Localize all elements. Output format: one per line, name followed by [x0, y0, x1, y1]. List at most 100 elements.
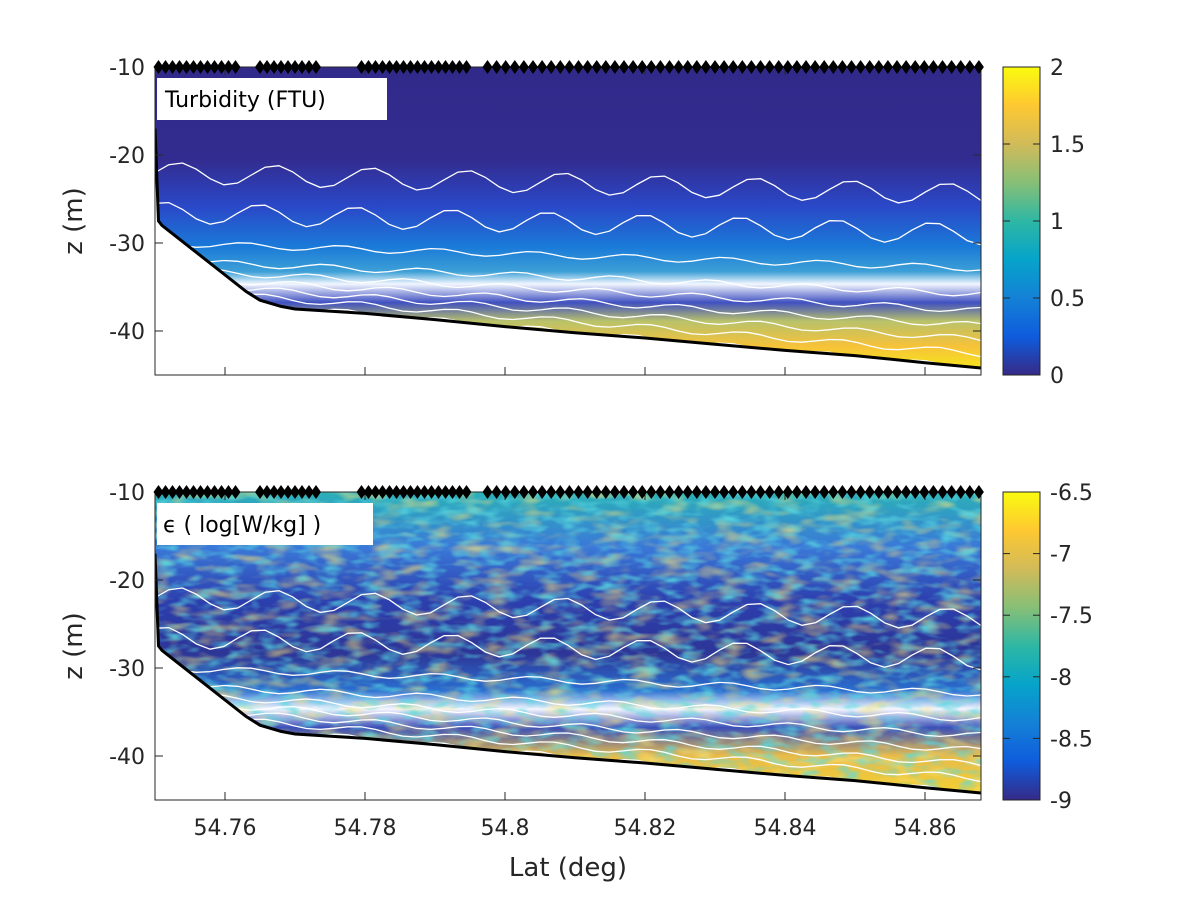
station-marker	[801, 60, 811, 74]
station-marker	[528, 60, 538, 74]
colorbar: 0 0.5 1 1.5 2	[1002, 56, 1085, 389]
station-marker	[719, 485, 730, 499]
station-marker	[873, 60, 884, 74]
colorbar-tick-label: 1.5	[1050, 133, 1085, 158]
contour-line	[155, 201, 981, 246]
station-marker	[491, 485, 502, 499]
station-marker	[573, 60, 584, 74]
station-marker	[167, 60, 178, 74]
station-marker	[691, 60, 702, 74]
station-marker	[700, 60, 711, 74]
contour-line	[155, 684, 981, 722]
station-marker	[188, 60, 199, 74]
station-marker	[755, 485, 766, 499]
station-marker	[609, 485, 620, 499]
station-marker	[377, 485, 388, 499]
contour-line	[155, 626, 981, 671]
station-marker	[864, 60, 875, 74]
station-marker	[600, 60, 611, 74]
contour-line	[155, 162, 981, 204]
station-marker	[304, 485, 314, 499]
station-marker	[791, 60, 802, 74]
station-marker	[737, 485, 748, 499]
station-marker	[810, 485, 821, 499]
station-marker	[363, 485, 374, 499]
contour-line	[155, 705, 981, 767]
profile-stations	[153, 60, 984, 74]
station-marker	[764, 485, 775, 499]
station-marker	[518, 485, 529, 499]
station-marker	[283, 485, 293, 499]
station-marker	[283, 60, 293, 74]
colorbar-tick-label: -7.5	[1050, 604, 1093, 629]
contour-line	[155, 239, 981, 272]
station-marker	[664, 60, 675, 74]
station-marker	[537, 485, 548, 499]
station-marker	[297, 60, 307, 74]
station-marker	[363, 60, 374, 74]
station-marker	[216, 60, 227, 74]
station-marker	[682, 485, 693, 499]
y-tick-label: -40	[109, 320, 145, 345]
station-marker	[304, 60, 314, 74]
station-marker	[919, 60, 930, 74]
x-axis-label: Lat (deg)	[509, 853, 627, 883]
station-marker	[673, 60, 684, 74]
station-marker	[262, 60, 272, 74]
contour-line	[155, 280, 981, 342]
station-marker	[269, 60, 279, 74]
station-marker	[181, 60, 192, 74]
station-marker	[864, 485, 875, 499]
y-tick-label: -30	[109, 657, 145, 682]
station-marker	[737, 60, 748, 74]
station-marker	[509, 60, 520, 74]
station-marker	[619, 60, 629, 74]
station-marker	[819, 485, 830, 499]
station-marker	[546, 485, 557, 499]
station-marker	[746, 485, 757, 499]
station-marker	[873, 485, 884, 499]
x-tick-label: 54.78	[334, 816, 397, 841]
y-tick-label: -10	[109, 481, 145, 506]
station-marker	[855, 485, 866, 499]
station-marker	[964, 60, 975, 74]
station-marker	[454, 485, 465, 499]
station-marker	[782, 485, 793, 499]
station-marker	[230, 60, 241, 74]
station-marker	[637, 60, 648, 74]
colorbar-tick-label: -8.5	[1050, 727, 1093, 752]
panel-title: Turbidity (FTU)	[157, 78, 387, 120]
station-marker	[782, 60, 793, 74]
station-marker	[619, 485, 629, 499]
station-marker	[555, 60, 566, 74]
station-marker	[946, 60, 957, 74]
station-marker	[223, 60, 234, 74]
station-marker	[901, 485, 912, 499]
station-marker	[973, 485, 984, 499]
station-marker	[955, 60, 966, 74]
station-marker	[555, 485, 566, 499]
station-marker	[764, 60, 775, 74]
station-marker	[384, 60, 395, 74]
station-marker	[928, 60, 939, 74]
colorbar-tick-label: 0.5	[1050, 287, 1085, 312]
contour-line	[155, 275, 981, 326]
y-tick-label: -20	[109, 144, 145, 169]
station-marker	[773, 485, 784, 499]
station-marker	[216, 485, 227, 499]
y-tick-label: -20	[109, 569, 145, 594]
panel-title: ϵ ( log[W/kg] )	[157, 503, 373, 545]
station-marker	[819, 60, 830, 74]
profile-stations	[153, 485, 984, 499]
station-marker	[728, 60, 739, 74]
station-marker	[573, 485, 584, 499]
station-marker	[755, 60, 766, 74]
station-marker	[311, 485, 321, 499]
contour-line	[155, 286, 981, 358]
station-marker	[846, 60, 857, 74]
station-marker	[440, 485, 451, 499]
x-tick-label: 54.82	[614, 816, 677, 841]
station-marker	[461, 485, 472, 499]
station-marker	[928, 485, 939, 499]
station-marker	[537, 60, 548, 74]
